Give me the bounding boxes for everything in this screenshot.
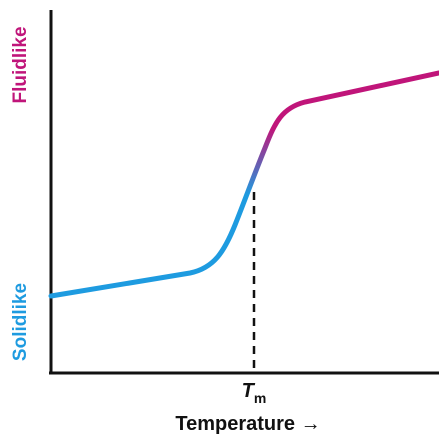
tm-subscript: m	[254, 390, 266, 406]
y-label-fluidlike: Fluidlike	[10, 26, 31, 103]
phase-transition-curve	[48, 70, 439, 299]
tm-symbol: T	[242, 380, 256, 402]
tm-label: Tm	[242, 380, 267, 406]
y-label-solidlike: Solidlike	[10, 283, 31, 361]
x-axis-label: Temperature →	[175, 413, 320, 435]
